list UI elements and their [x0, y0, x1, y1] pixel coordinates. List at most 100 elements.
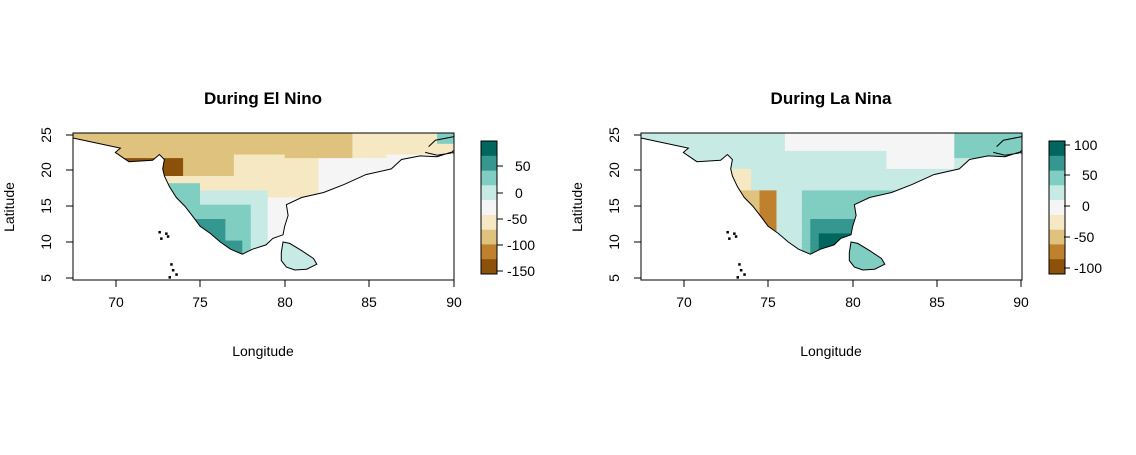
grid-cell [928, 233, 938, 238]
grid-cell [835, 150, 845, 156]
grid-cell [666, 140, 676, 145]
grid-cell [183, 237, 193, 242]
grid-cell [717, 247, 727, 252]
grid-cell [327, 161, 337, 166]
grid-cell [801, 165, 811, 170]
grid-cell [962, 219, 972, 224]
grid-cell [945, 197, 955, 202]
grid-cell [708, 215, 718, 220]
grid-cell [276, 133, 286, 138]
grid-cell [835, 183, 845, 188]
grid-cell [428, 168, 438, 174]
grid-cell [310, 165, 320, 170]
grid-cell [784, 168, 794, 174]
grid-cell [666, 219, 676, 224]
grid-cell [911, 251, 921, 255]
grid-cell [852, 165, 862, 170]
grid-cell [869, 143, 879, 148]
grid-cell [759, 247, 769, 252]
grid-cell [284, 183, 294, 188]
grid-cell [394, 136, 404, 141]
grid-cell [734, 240, 744, 245]
grid-cell [343, 172, 353, 177]
grid-cell [844, 219, 854, 224]
grid-cell [954, 140, 964, 145]
grid-cell [996, 194, 1006, 199]
grid-cell [674, 147, 684, 152]
grid-cell [284, 154, 294, 159]
grid-cell [394, 229, 404, 234]
grid-cell [225, 240, 235, 245]
grid-cell [911, 190, 921, 195]
grid-cell [793, 233, 803, 238]
grid-cell [674, 204, 684, 209]
grid-cell [106, 161, 116, 166]
grid-cell [242, 154, 252, 159]
grid-cell [886, 247, 896, 252]
grid-cell [166, 201, 176, 206]
grid-cell [657, 136, 667, 141]
grid-cell [267, 247, 277, 252]
grid-cell [259, 208, 269, 213]
grid-cell [691, 226, 701, 231]
grid-cell [835, 176, 845, 181]
grid-cell [784, 190, 794, 195]
grid-cell [166, 197, 176, 202]
grid-cell [276, 237, 286, 242]
grid-cell [267, 183, 277, 188]
grid-cell [725, 179, 735, 184]
grid-cell [911, 215, 921, 220]
grid-cell [895, 240, 905, 245]
grid-cell [343, 176, 353, 181]
grid-cell [1005, 194, 1015, 199]
grid-cell [73, 211, 83, 217]
grid-cell [420, 143, 430, 148]
grid-cell [428, 176, 438, 181]
grid-cell [166, 161, 176, 166]
grid-cell [166, 133, 176, 138]
grid-cell [903, 208, 913, 213]
grid-cell [208, 240, 218, 245]
grid-cell [1005, 226, 1015, 231]
grid-cell [869, 201, 879, 206]
grid-cell [411, 150, 421, 156]
grid-cell [928, 197, 938, 202]
grid-cell [971, 229, 981, 234]
grid-cell [327, 158, 337, 163]
grid-cell [759, 204, 769, 209]
grid-cell [310, 158, 320, 163]
grid-cell [73, 190, 83, 195]
grid-cell [996, 147, 1006, 152]
grid-cell [852, 143, 862, 148]
grid-cell [717, 172, 727, 177]
grid-cell [327, 211, 337, 217]
grid-cell [742, 229, 752, 234]
grid-cell [200, 201, 210, 206]
grid-cell [945, 140, 955, 145]
grid-cell [428, 179, 438, 184]
island-mark [171, 269, 175, 272]
grid-cell [793, 190, 803, 195]
grid-cell [928, 161, 938, 166]
grid-cell [928, 215, 938, 220]
grid-cell [318, 215, 328, 220]
grid-cell [106, 215, 116, 220]
grid-cell [759, 154, 769, 159]
grid-cell [776, 136, 786, 141]
grid-cell [937, 143, 947, 148]
grid-cell [89, 204, 99, 209]
grid-cell [428, 201, 438, 206]
grid-cell [191, 168, 201, 174]
grid-cell [157, 247, 167, 252]
grid-cell [657, 143, 667, 148]
grid-cell [166, 194, 176, 199]
grid-cell [979, 186, 989, 191]
grid-cell [73, 197, 83, 202]
grid-cell [734, 183, 744, 188]
grid-cell [657, 251, 667, 255]
grid-cell [81, 172, 91, 177]
grid-cell [945, 237, 955, 242]
grid-cell [1013, 204, 1022, 209]
grid-cell [852, 136, 862, 141]
grid-cell [208, 194, 218, 199]
